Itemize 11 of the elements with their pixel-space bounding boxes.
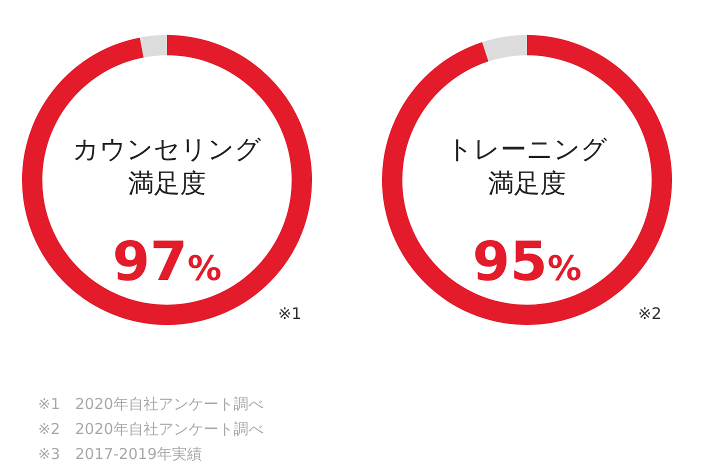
data-label: 97% <box>111 230 223 293</box>
data-label: 95% <box>471 230 583 293</box>
text: カウンセリング <box>72 134 262 167</box>
text: 満足度 <box>487 168 567 201</box>
text: ※1 2020年自社アンケート調べ <box>38 394 264 415</box>
text: ※1 <box>278 304 302 323</box>
text: ※2 2020年自社アンケート調べ <box>38 419 264 440</box>
text: ※2 <box>638 304 662 323</box>
text: 満足度 <box>127 168 207 201</box>
text: トレーニング <box>446 134 608 167</box>
text: ※3 2017-2019年実績 <box>38 444 203 465</box>
